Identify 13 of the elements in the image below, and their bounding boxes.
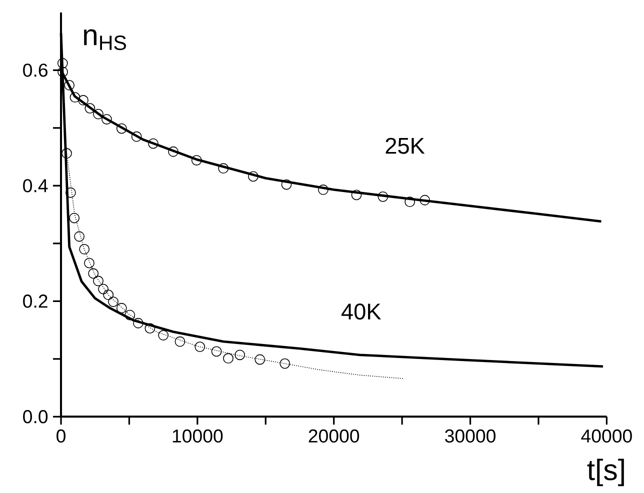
x-tick-label: 10000 bbox=[172, 429, 223, 443]
x-tick-label: 0 bbox=[56, 429, 66, 443]
y-tick-label: 0.0 bbox=[23, 410, 48, 424]
x-tick-label: 30000 bbox=[445, 429, 496, 443]
y-tick-label: 0.2 bbox=[23, 294, 48, 308]
annotation: 25K bbox=[386, 138, 425, 154]
annotation: 40K bbox=[341, 304, 382, 320]
x-tick-label: 20000 bbox=[308, 429, 360, 443]
x-axis-title: t[s] bbox=[587, 458, 624, 486]
y-axis-title: n$_{HS}$ bbox=[84, 29, 126, 50]
x-tick-label: 40000 bbox=[581, 429, 632, 443]
y-tick-label: 0.4 bbox=[23, 179, 48, 192]
y-tick-label: 0.6 bbox=[23, 64, 48, 77]
